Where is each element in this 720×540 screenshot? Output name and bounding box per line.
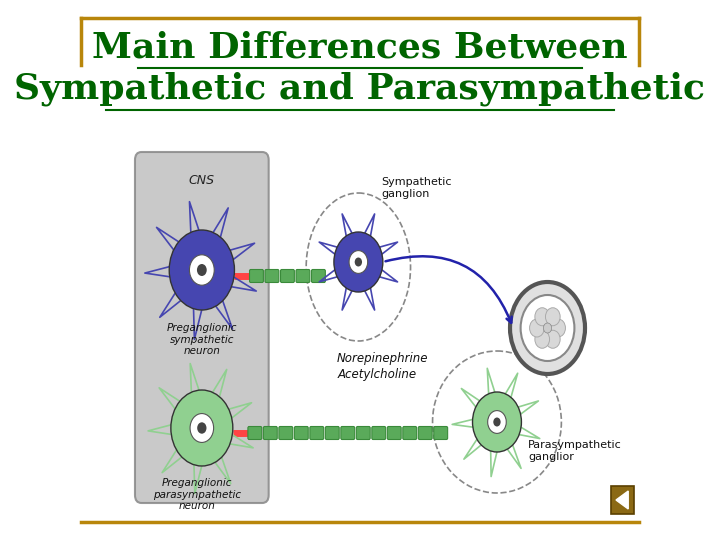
Circle shape — [355, 258, 362, 267]
Text: Parasympathetic
ganglior: Parasympathetic ganglior — [528, 440, 621, 462]
FancyBboxPatch shape — [310, 427, 324, 440]
Circle shape — [544, 323, 552, 333]
Circle shape — [535, 308, 549, 326]
FancyBboxPatch shape — [356, 427, 370, 440]
Text: Sympathetic and Parasympathetic: Sympathetic and Parasympathetic — [14, 72, 706, 106]
Circle shape — [190, 414, 214, 442]
FancyBboxPatch shape — [433, 427, 448, 440]
FancyBboxPatch shape — [372, 427, 386, 440]
Text: Norepinephrine: Norepinephrine — [337, 352, 428, 365]
Circle shape — [349, 251, 368, 273]
Circle shape — [551, 319, 565, 337]
Circle shape — [493, 417, 500, 427]
Circle shape — [189, 255, 215, 285]
Text: Acetylcholine: Acetylcholine — [337, 368, 416, 381]
FancyBboxPatch shape — [294, 427, 308, 440]
Text: CNS: CNS — [189, 174, 215, 187]
FancyBboxPatch shape — [341, 427, 355, 440]
Circle shape — [334, 232, 383, 292]
Circle shape — [530, 319, 544, 337]
Circle shape — [546, 330, 560, 348]
FancyBboxPatch shape — [250, 269, 264, 282]
Circle shape — [487, 410, 506, 434]
FancyBboxPatch shape — [135, 152, 269, 503]
Text: Preganglionic
sympathetic
neuron: Preganglionic sympathetic neuron — [166, 323, 237, 356]
FancyBboxPatch shape — [264, 427, 277, 440]
Circle shape — [546, 308, 560, 326]
FancyBboxPatch shape — [325, 427, 339, 440]
Circle shape — [535, 330, 549, 348]
Polygon shape — [616, 491, 629, 509]
Circle shape — [472, 392, 521, 452]
Circle shape — [171, 390, 233, 466]
FancyBboxPatch shape — [248, 427, 262, 440]
FancyBboxPatch shape — [611, 486, 634, 514]
FancyBboxPatch shape — [265, 269, 279, 282]
Circle shape — [169, 230, 235, 310]
Circle shape — [197, 422, 207, 434]
FancyBboxPatch shape — [312, 269, 325, 282]
Text: Main Differences Between: Main Differences Between — [92, 30, 628, 64]
Circle shape — [197, 264, 207, 276]
FancyBboxPatch shape — [402, 427, 417, 440]
FancyBboxPatch shape — [279, 427, 293, 440]
Text: Sympathetic
ganglion: Sympathetic ganglion — [381, 177, 451, 199]
FancyBboxPatch shape — [296, 269, 310, 282]
Text: Preganglionic
parasympathetic
neuron: Preganglionic parasympathetic neuron — [153, 478, 241, 511]
FancyBboxPatch shape — [418, 427, 432, 440]
FancyBboxPatch shape — [387, 427, 401, 440]
Circle shape — [521, 295, 575, 361]
Circle shape — [510, 282, 585, 374]
FancyBboxPatch shape — [281, 269, 294, 282]
